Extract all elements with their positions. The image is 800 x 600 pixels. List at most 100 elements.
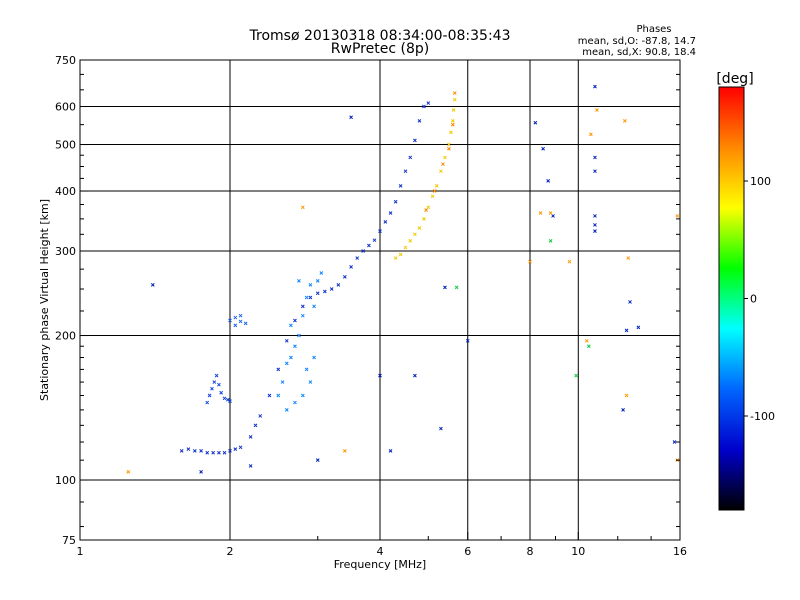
y-tick-label: 750: [55, 54, 76, 67]
y-axis-ticks: 75 100 200 300 400 500 600 750: [55, 54, 680, 547]
data-point: [447, 146, 451, 151]
data-point: [454, 285, 459, 290]
data-point: [205, 400, 210, 405]
data-point: [443, 155, 447, 160]
data-point: [593, 169, 597, 174]
data-point: [586, 344, 591, 349]
data-point: [225, 397, 230, 402]
data-point: [312, 304, 316, 309]
chart-title: Tromsø 20130318 08:34:00-08:35:43: [249, 28, 511, 44]
data-point: [403, 169, 408, 174]
data-point: [434, 184, 439, 188]
data-point: [584, 338, 589, 343]
data-point: [222, 396, 227, 401]
x-tick-label: 16: [673, 545, 687, 558]
data-point: [212, 380, 217, 384]
data-point: [383, 220, 388, 224]
data-point: [253, 423, 258, 428]
data-point: [443, 285, 447, 290]
data-point: [315, 291, 320, 296]
data-point: [624, 393, 629, 398]
phases-stats-heading: Phases: [636, 24, 671, 35]
data-point: [284, 338, 289, 343]
data-point: [315, 458, 320, 463]
data-point: [393, 256, 398, 260]
data-point: [248, 435, 253, 439]
data-point: [150, 283, 155, 287]
data-point: [393, 199, 398, 204]
phases-stats-x: mean, sd,X: 90.8, 18.4: [582, 47, 696, 58]
data-point: [248, 464, 253, 468]
data-point: [342, 449, 347, 453]
data-point: [413, 232, 417, 237]
data-point: [228, 318, 232, 323]
data-point: [546, 179, 551, 183]
data-point: [408, 238, 413, 243]
y-tick-label: 200: [55, 330, 76, 343]
data-point: [199, 469, 203, 474]
y-tick-label: 300: [55, 245, 76, 258]
data-point: [308, 380, 313, 384]
data-point: [233, 315, 238, 320]
data-point: [622, 119, 627, 123]
colorbar-tick-label: 100: [750, 175, 771, 188]
data-point: [408, 155, 413, 160]
data-point: [355, 256, 360, 260]
x-tick-label: 8: [527, 545, 534, 558]
data-point: [439, 426, 443, 431]
data-point: [636, 325, 641, 330]
data-point: [372, 238, 377, 243]
data-point: [538, 211, 543, 215]
data-point: [284, 408, 289, 412]
data-point: [465, 338, 470, 343]
data-point: [349, 265, 353, 269]
data-point: [589, 132, 593, 137]
data-point: [289, 355, 293, 360]
x-tick-label: 1: [77, 545, 84, 558]
data-point: [361, 249, 365, 253]
data-point: [276, 393, 281, 398]
data-point: [551, 214, 555, 218]
data-point: [308, 295, 313, 300]
x-tick-label: 10: [571, 545, 585, 558]
data-point: [322, 289, 327, 294]
data-point: [567, 259, 572, 264]
data-point: [304, 295, 309, 300]
data-point: [367, 243, 371, 248]
data-point: [192, 449, 197, 453]
x-tick-label: 2: [227, 545, 234, 558]
data-point: [217, 450, 221, 455]
data-point: [199, 449, 203, 453]
data-point: [267, 393, 272, 398]
y-tick-label: 600: [55, 101, 76, 114]
data-point: [450, 119, 455, 123]
data-point: [451, 108, 456, 112]
data-point: [243, 321, 248, 326]
y-tick-label: 500: [55, 139, 76, 152]
data-point: [238, 313, 243, 318]
colorbar: [718, 86, 745, 511]
data-point: [541, 146, 545, 151]
data-point: [284, 361, 289, 366]
data-point: [349, 115, 353, 120]
data-point: [336, 283, 341, 287]
data-point: [450, 122, 455, 127]
data-point: [207, 393, 212, 398]
data-point: [217, 382, 221, 387]
data-point: [422, 217, 426, 221]
data-point: [300, 313, 305, 318]
data-point: [228, 449, 232, 453]
data-point: [219, 390, 224, 395]
x-axis-label: Frequency [MHz]: [334, 558, 426, 571]
data-point: [593, 155, 597, 160]
data-point: [293, 318, 297, 323]
data-point: [452, 97, 457, 102]
data-point: [308, 283, 313, 287]
data-point: [595, 108, 599, 112]
data-point: [388, 211, 393, 215]
data-point: [626, 256, 631, 260]
data-point: [398, 252, 403, 257]
data-point: [210, 386, 214, 391]
data-point: [413, 373, 417, 378]
data-point: [297, 333, 301, 338]
